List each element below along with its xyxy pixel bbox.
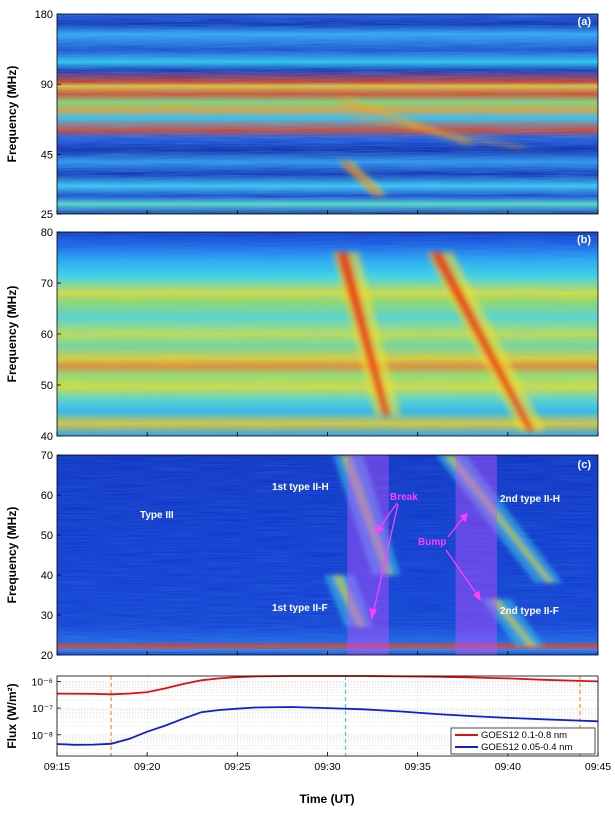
ytick-label: 60 xyxy=(41,329,53,341)
annotation-type-iii: Type III xyxy=(140,510,174,521)
panel-b: (b) 80 70 60 50 40 Frequency (MHz) xyxy=(5,227,599,443)
panel-d: 10⁻⁶ 10⁻⁷ 10⁻⁸ 09:15 09:20 09:25 09:30 09:35 09… xyxy=(5,675,611,806)
ytick-label: 45 xyxy=(41,149,53,161)
ytick-label: 30 xyxy=(41,610,53,622)
legend: GOES12 0.1-0.8 nm GOES12 0.05-0.4 nm xyxy=(450,727,596,755)
type-ii-lane-core-c xyxy=(443,455,555,583)
ytick-label: 50 xyxy=(41,380,53,392)
ytick-label: 60 xyxy=(41,490,53,502)
ytick-label: 80 xyxy=(41,227,53,239)
shaded-interval xyxy=(347,455,389,655)
spectrogram-a-texture xyxy=(57,14,598,214)
ytick-label: 40 xyxy=(41,431,53,443)
panel-b-label: (b) xyxy=(577,234,591,246)
annotation-break: Break xyxy=(390,492,418,503)
panel-a-label: (a) xyxy=(578,16,592,28)
flux-ytick-label: 10⁻⁸ xyxy=(31,730,53,742)
annotation-1st-type-ii-h: 1st type II-H xyxy=(272,482,329,493)
annotation-2nd-type-ii-f: 2nd type II-F xyxy=(500,606,559,617)
xtick-label: 09:15 xyxy=(44,761,70,773)
flux-ytick-label: 10⁻⁶ xyxy=(31,676,53,688)
emission-lane xyxy=(335,252,391,416)
type-ii-lane-core-c xyxy=(340,455,393,575)
emission-lane xyxy=(348,117,526,148)
break-arrowhead-upper xyxy=(374,523,385,535)
panel-c: (c) 70 60 50 40 30 20 Frequency (MHz) Type II… xyxy=(5,450,599,662)
panel-c-label: (c) xyxy=(578,459,592,471)
ytick-label: 50 xyxy=(41,530,53,542)
legend-label-1: GOES12 0.05-0.4 nm xyxy=(481,742,572,753)
panel-a-ylabel: Frequency (MHz) xyxy=(5,66,19,163)
type-ii-lane-core-c xyxy=(331,575,366,627)
xtick-label: 09:40 xyxy=(495,761,521,773)
flux-ytick-label: 10⁻⁷ xyxy=(32,703,53,715)
panel-c-ylabel: Frequency (MHz) xyxy=(5,507,19,604)
time-xlabel: Time (UT) xyxy=(299,792,354,806)
xtick-label: 09:20 xyxy=(134,761,160,773)
ytick-label: 90 xyxy=(41,79,53,91)
flux-series-1 xyxy=(56,706,599,746)
panel-a: (a) 180 90 45 25 Frequency (MHz) xyxy=(5,9,599,221)
emission-lane xyxy=(341,161,382,196)
legend-box xyxy=(450,727,596,755)
type-ii-lane-core-c xyxy=(488,599,537,647)
annotation-2nd-type-ii-h: 2nd type II-H xyxy=(500,494,560,505)
flux-ylabel: Flux (W/m²) xyxy=(5,683,19,748)
flux-series-0 xyxy=(56,675,599,696)
ytick-label: 180 xyxy=(35,9,53,21)
break-arrowhead-lower xyxy=(369,608,377,620)
ytick-label: 20 xyxy=(41,650,53,662)
ytick-label: 70 xyxy=(41,450,53,462)
bump-arrowhead-upper xyxy=(459,512,468,523)
annotation-arrows xyxy=(369,502,481,620)
xtick-label: 09:45 xyxy=(585,761,611,773)
bump-arrow-upper xyxy=(447,516,465,538)
shaded-interval xyxy=(455,455,498,655)
xtick-label: 09:30 xyxy=(314,761,340,773)
ytick-label: 25 xyxy=(41,209,53,221)
annotation-1st-type-ii-f: 1st type II-F xyxy=(272,603,328,614)
emission-lane xyxy=(429,252,535,431)
ytick-label: 40 xyxy=(41,570,53,582)
bump-arrow-lower xyxy=(445,549,479,597)
legend-label-0: GOES12 0.1-0.8 nm xyxy=(481,730,567,741)
annotation-bump: Bump xyxy=(418,537,446,548)
break-arrow-upper xyxy=(377,502,398,531)
xtick-label: 09:25 xyxy=(224,761,250,773)
break-arrow-lower xyxy=(372,503,399,615)
bump-arrowhead-lower xyxy=(472,590,481,602)
ytick-label: 70 xyxy=(41,278,53,290)
panel-b-ylabel: Frequency (MHz) xyxy=(5,286,19,383)
xtick-label: 09:35 xyxy=(405,761,431,773)
